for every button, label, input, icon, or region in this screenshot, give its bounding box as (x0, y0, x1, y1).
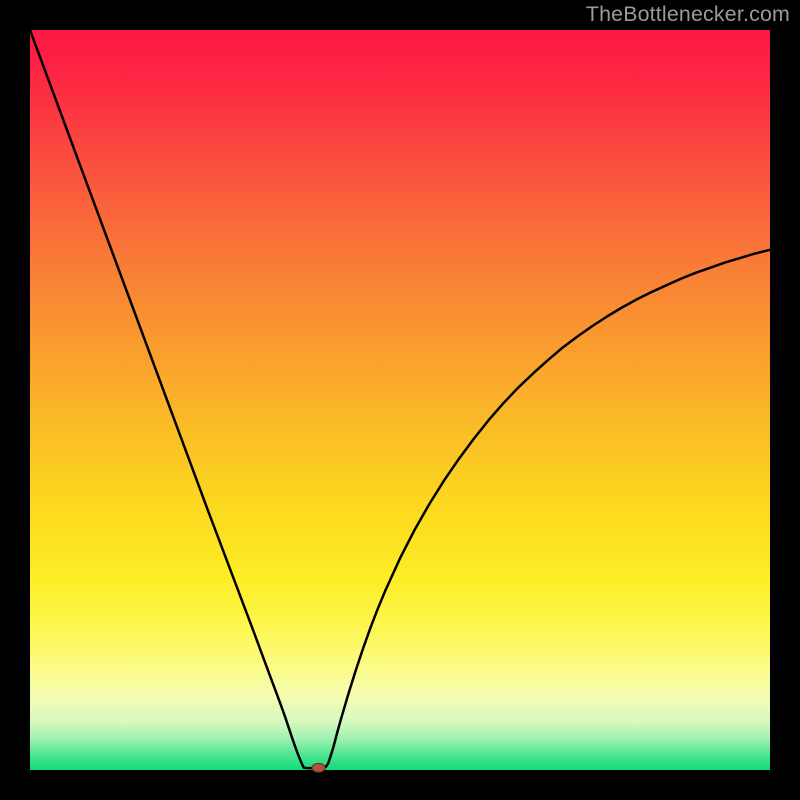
watermark-text: TheBottlenecker.com (586, 2, 790, 27)
chart-svg (0, 0, 800, 800)
plot-background (30, 30, 770, 770)
minimum-marker (312, 763, 325, 772)
figure-root: TheBottlenecker.com (0, 0, 800, 800)
